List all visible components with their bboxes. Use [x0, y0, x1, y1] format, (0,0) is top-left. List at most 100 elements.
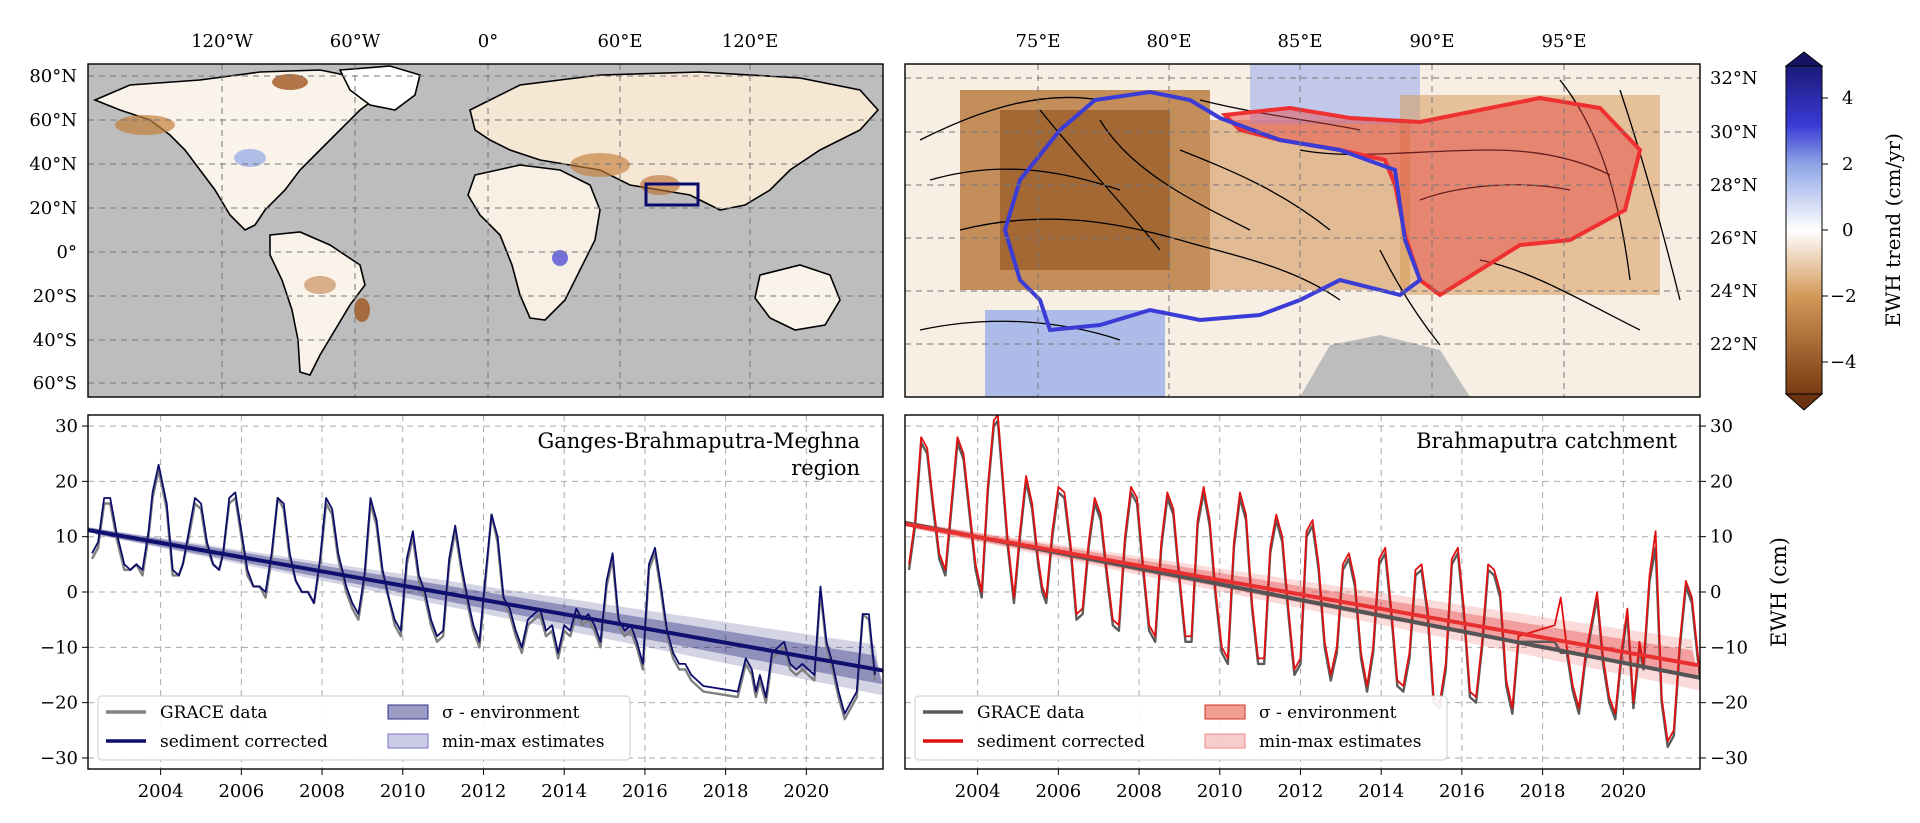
y-tick-label: 80°N	[29, 66, 77, 87]
brahmaputra-timeseries-panel: 2004 2006 2008 2010 2012 2014 2016 2018 2020 302…	[904, 414, 1791, 802]
eurasia-landmass	[469, 71, 880, 211]
x-tick-label: 2020	[783, 781, 829, 802]
regional-map-x-ticks: 75°E 80°E 85°E 90°E 95°E	[1015, 31, 1586, 52]
colorbar-tick-label: 4	[1842, 88, 1853, 109]
y-tick-label: 28°N	[1710, 175, 1758, 196]
global-map-panel: 120°W 60°W 0° 60°E 120°E 80°N 60°N 40°N …	[29, 31, 884, 398]
y-tick-label: 30	[1710, 416, 1733, 437]
trend-blob	[570, 153, 630, 177]
x-tick-label: 2014	[1358, 781, 1404, 802]
x-tick-label: 80°E	[1146, 31, 1191, 52]
legend-label: GRACE data	[160, 703, 267, 723]
y-tick-label: −30	[1710, 748, 1748, 769]
gbm-legend: GRACE data sediment corrected σ - enviro…	[97, 695, 631, 761]
y-tick-label: 40°S	[33, 330, 77, 351]
y-tick-label: −20	[1710, 693, 1748, 714]
y-tick-label: 60°S	[33, 373, 77, 394]
brahmaputra-series	[905, 415, 1700, 749]
colorbar-ticks: 4 2 0 −2 −4	[1822, 88, 1857, 373]
min-max-band	[88, 527, 883, 696]
trend-field-south-blue	[985, 310, 1165, 397]
x-tick-label: 2008	[299, 781, 345, 802]
x-tick-label: 2004	[955, 781, 1001, 802]
x-tick-label: 75°E	[1015, 31, 1060, 52]
greenland-landmass	[338, 65, 421, 111]
global-map-y-ticks: 80°N 60°N 40°N 20°N 0° 20°S 40°S 60°S	[29, 66, 77, 394]
gbm-region-box	[644, 182, 700, 207]
x-tick-label: 2004	[138, 781, 184, 802]
y-tick-label: 10	[1710, 527, 1733, 548]
x-tick-label: 2006	[1035, 781, 1081, 802]
brahmaputra-y-axis-label: EWH (cm)	[1767, 537, 1791, 647]
x-tick-label: 120°W	[191, 31, 253, 52]
north-america-landmass	[92, 69, 382, 231]
y-tick-label: 30°N	[1710, 122, 1758, 143]
y-tick-label: 32°N	[1710, 68, 1758, 89]
x-tick-label: 85°E	[1277, 31, 1322, 52]
trend-line-corrected	[88, 528, 883, 673]
regional-map-field	[905, 64, 1700, 397]
x-tick-label: 95°E	[1541, 31, 1586, 52]
y-tick-label: 20°N	[29, 198, 77, 219]
gbm-x-ticks: 2004 2006 2008 2010 2012 2014 2016 2018 2020	[138, 769, 829, 802]
gbm-timeseries-panel: 2004 2006 2008 2010 2012 2014 2016 2018 2020 302…	[40, 414, 884, 802]
x-tick-label: 2014	[541, 781, 587, 802]
x-tick-label: 2006	[218, 781, 264, 802]
global-map-frame	[87, 63, 884, 398]
legend-swatch-minmax	[1204, 733, 1246, 749]
bay-of-bengal	[1300, 335, 1470, 397]
legend-swatch-minmax	[387, 733, 429, 749]
y-tick-label: 10	[55, 527, 78, 548]
regional-map-gridlines	[905, 64, 1700, 397]
trend-blob	[552, 250, 568, 266]
trend-field-central	[1210, 120, 1410, 290]
australia-landmass	[754, 264, 841, 331]
brahmaputra-legend: GRACE data sediment corrected σ - enviro…	[914, 695, 1448, 761]
regional-map-frame	[904, 63, 1701, 398]
x-tick-label: 2016	[622, 781, 668, 802]
legend-label: min-max estimates	[442, 732, 604, 752]
x-tick-label: 90°E	[1409, 31, 1454, 52]
colorbar-tick-label: −4	[1830, 352, 1857, 373]
global-map-land	[88, 64, 883, 397]
colorbar-gradient	[1785, 65, 1823, 395]
y-tick-label: −20	[40, 693, 78, 714]
y-tick-label: 0°	[57, 242, 77, 263]
y-tick-label: −30	[40, 748, 78, 769]
legend-label: σ - environment	[442, 703, 580, 723]
brahmaputra-y-ticks: 30 20 10 0 −10 −20 −30	[1700, 416, 1748, 769]
legend-label: σ - environment	[1259, 703, 1397, 723]
colorbar-tick-label: 2	[1842, 154, 1853, 175]
y-tick-label: 24°N	[1710, 281, 1758, 302]
x-tick-label: 2012	[1278, 781, 1324, 802]
gbm-y-ticks: 30 20 10 0 −10 −20 −30	[40, 416, 88, 769]
trend-blob	[354, 298, 370, 322]
colorbar-tick-label: 0	[1842, 220, 1853, 241]
trend-blob	[304, 276, 336, 294]
south-america-landmass	[269, 231, 366, 376]
y-tick-label: 0	[1710, 582, 1721, 603]
colorbar-tick-label: −2	[1830, 286, 1857, 307]
x-tick-label: 2012	[461, 781, 507, 802]
y-tick-label: 20°S	[33, 286, 77, 307]
x-tick-label: 2010	[380, 781, 426, 802]
series-line-sediment-corrected	[91, 463, 876, 715]
trend-field-core	[1000, 110, 1170, 270]
colorbar-label: EWH trend (cm/yr)	[1881, 133, 1905, 327]
trend-blob	[272, 74, 308, 90]
y-tick-label: 60°N	[29, 110, 77, 131]
legend-swatch-sigma	[1204, 704, 1246, 720]
x-tick-label: 2016	[1439, 781, 1485, 802]
gbm-annotation-line1: Ganges-Brahmaputra-Meghna	[537, 429, 860, 453]
regional-map-y-ticks: 32°N 30°N 28°N 26°N 24°N 22°N	[1710, 68, 1758, 355]
global-map-x-ticks: 120°W 60°W 0° 60°E 120°E	[191, 31, 778, 52]
x-tick-label: 2010	[1197, 781, 1243, 802]
legend-label: min-max estimates	[1259, 732, 1421, 752]
series-line-sediment-corrected	[908, 415, 1700, 743]
y-tick-label: 0	[67, 582, 78, 603]
colorbar-top-arrow	[1784, 51, 1824, 67]
regional-map-panel: 75°E 80°E 85°E 90°E 95°E 32°N 30°N 28°N …	[904, 31, 1758, 398]
legend-label: sediment corrected	[160, 732, 328, 752]
africa-landmass	[467, 164, 601, 321]
y-tick-label: 20	[55, 471, 78, 492]
